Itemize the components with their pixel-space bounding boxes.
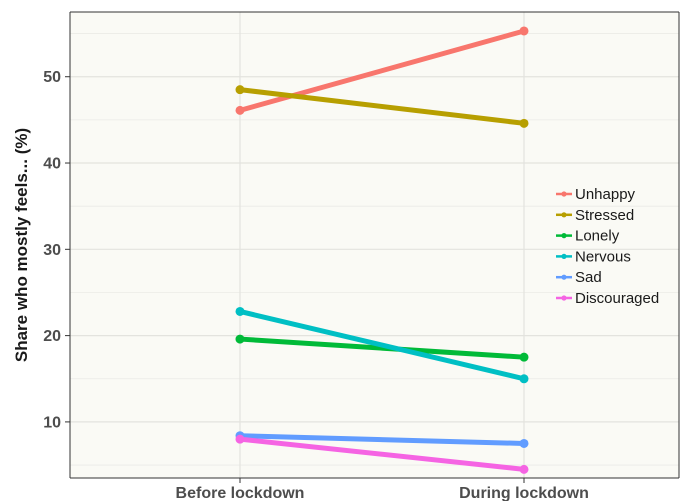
legend: Unhappy Stressed Lonely Nervous Sad Discourag… — [556, 186, 659, 307]
y-tick-label: 20 — [43, 328, 61, 345]
series-line-nervous — [237, 308, 527, 382]
data-point-nervous — [519, 374, 529, 384]
data-point-stressed — [519, 118, 529, 128]
y-tick-label: 50 — [43, 69, 61, 86]
legend-key-point-stressed — [561, 212, 567, 218]
legend-key-point-nervous — [561, 253, 567, 259]
legend-label-unhappy: Unhappy — [575, 186, 636, 203]
x-tick-label: Before lockdown — [176, 485, 305, 501]
legend-key-point-discouraged — [561, 295, 567, 301]
series-line-stressed — [237, 87, 527, 126]
data-point-stressed — [235, 85, 245, 95]
data-point-discouraged — [235, 434, 245, 444]
series-line-discouraged — [237, 436, 527, 472]
plot-panel — [70, 12, 679, 478]
y-axis-label: Share who mostly feels... (%) — [12, 128, 31, 362]
y-tick-label: 30 — [43, 242, 61, 259]
y-tick-label: 10 — [43, 414, 61, 431]
series-line-lonely — [237, 336, 527, 360]
series-points — [235, 26, 529, 474]
x-axis-ticks: Before lockdown During lockdown — [176, 478, 589, 501]
legend-key-point-unhappy — [561, 191, 567, 197]
data-point-lonely — [235, 334, 245, 344]
y-axis-ticks: 10 20 30 40 50 — [43, 69, 70, 431]
series-lines — [237, 28, 527, 472]
legend-label-lonely: Lonely — [575, 228, 620, 245]
legend-label-nervous: Nervous — [575, 248, 631, 265]
data-point-unhappy — [235, 105, 245, 115]
legend-key-point-sad — [561, 274, 567, 280]
legend-label-stressed: Stressed — [575, 207, 634, 224]
legend-label-sad: Sad — [575, 269, 602, 286]
x-tick-label: During lockdown — [459, 485, 589, 501]
legend-key-point-lonely — [561, 233, 567, 239]
series-line-sad — [237, 433, 527, 446]
legend-label-discouraged: Discouraged — [575, 290, 659, 307]
data-point-unhappy — [519, 26, 529, 36]
y-tick-label: 40 — [43, 156, 61, 173]
data-point-discouraged — [519, 464, 529, 474]
data-point-sad — [519, 438, 529, 448]
data-point-lonely — [519, 352, 529, 362]
data-point-nervous — [235, 306, 245, 316]
